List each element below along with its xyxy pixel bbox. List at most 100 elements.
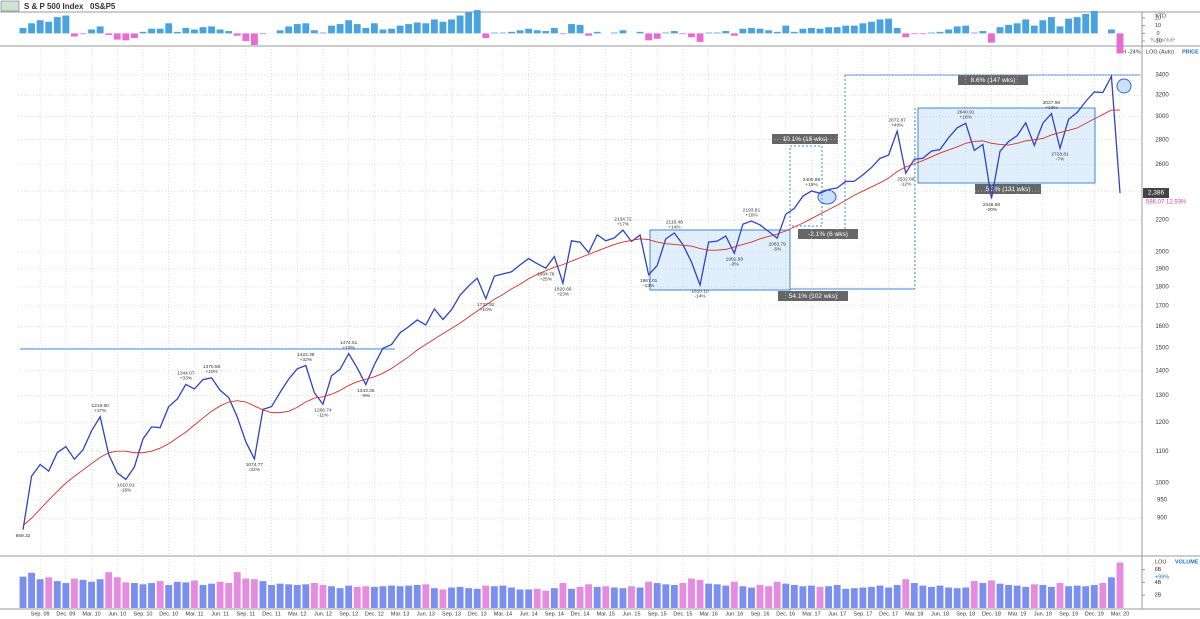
volume-bar bbox=[302, 584, 310, 608]
volume-bar bbox=[850, 588, 858, 608]
x-tick-label: Dec. 16 bbox=[776, 611, 795, 617]
y-tick-label: 1200 bbox=[1155, 420, 1169, 426]
ytd-bar bbox=[345, 20, 353, 34]
x-tick-label: Dec. 10 bbox=[159, 611, 178, 617]
volume-bar bbox=[670, 584, 678, 608]
volume-bar bbox=[113, 577, 121, 608]
ytd-bar bbox=[619, 30, 627, 34]
ytd-bar bbox=[190, 29, 198, 34]
volume-bar bbox=[139, 584, 147, 608]
range-label-bg bbox=[798, 229, 858, 239]
annotation-change: +15% bbox=[805, 182, 818, 188]
annotation-value: 1343.35 bbox=[357, 388, 375, 394]
annotation-change: -9% bbox=[362, 393, 371, 399]
volume-bar bbox=[893, 584, 901, 608]
ytd-bar bbox=[1022, 19, 1030, 34]
volume-bar bbox=[199, 584, 207, 608]
volume-bar bbox=[602, 586, 610, 608]
ytd-bar bbox=[499, 32, 507, 34]
y-tick-label: -10 bbox=[1154, 39, 1162, 45]
ytd-bar bbox=[465, 12, 473, 34]
volume-bar bbox=[345, 585, 353, 608]
annotation-change: +33% bbox=[180, 376, 193, 382]
ytd-bar bbox=[842, 25, 850, 34]
y-tick-label: 900 bbox=[1157, 516, 1168, 522]
y-tick-label: 3400 bbox=[1155, 73, 1169, 79]
ytd-bar bbox=[919, 33, 927, 35]
scale-note: LOG (Auto) bbox=[1146, 49, 1174, 55]
ytd-bar bbox=[568, 24, 575, 34]
ytd-bar bbox=[696, 33, 704, 42]
last-change-label: 586.07 12.93% bbox=[1146, 200, 1187, 206]
x-tick-label: Jun. 19 bbox=[1034, 611, 1052, 617]
x-tick-label: Jun. 13 bbox=[417, 611, 435, 617]
ytd-bar bbox=[1056, 26, 1064, 34]
volume-note: +99% bbox=[1155, 574, 1169, 580]
y-tick-label: 3000 bbox=[1155, 114, 1169, 120]
annotation-change: +16% bbox=[960, 115, 973, 121]
volume-bar bbox=[430, 588, 438, 608]
x-tick-label: Jun. 10 bbox=[108, 611, 126, 617]
y-tick-label: 1500 bbox=[1155, 345, 1169, 351]
y-tick-label: 2000 bbox=[1155, 249, 1169, 255]
annotation-value: 1737.92 bbox=[477, 302, 495, 308]
ytd-bar bbox=[28, 23, 35, 34]
volume-bar bbox=[405, 585, 413, 608]
volume-bar bbox=[799, 586, 807, 608]
volume-bar bbox=[739, 586, 747, 608]
volume-bar bbox=[1116, 562, 1124, 608]
x-tick-label: Sep. 14 bbox=[545, 611, 564, 617]
ytd-bar bbox=[422, 23, 430, 34]
volume-bar bbox=[533, 588, 541, 608]
x-tick-label: Sep. 09 bbox=[31, 611, 50, 617]
volume-bar bbox=[310, 583, 318, 608]
ytd-bar bbox=[816, 28, 824, 34]
volume-bar bbox=[508, 587, 515, 608]
volume-bar bbox=[1099, 583, 1107, 608]
volume-bar bbox=[105, 572, 113, 608]
x-tick-label: Mar. 15 bbox=[597, 611, 615, 617]
ytd-bar bbox=[705, 32, 713, 34]
y-tick-label: 10 bbox=[1155, 23, 1161, 29]
annotation-change: +40% bbox=[891, 122, 904, 128]
annotation-value: 869.32 bbox=[16, 533, 31, 539]
volume-bar bbox=[173, 581, 181, 608]
volume-bar bbox=[876, 585, 884, 608]
last-price-label: 2,386 bbox=[1148, 190, 1165, 197]
y-tick-label: 2600 bbox=[1155, 162, 1169, 168]
ytd-bar bbox=[473, 10, 481, 34]
volume-bar bbox=[962, 587, 970, 608]
volume-bar bbox=[756, 584, 764, 608]
volume-bar bbox=[448, 587, 455, 608]
volume-bar bbox=[439, 589, 447, 608]
volume-bar bbox=[473, 588, 481, 608]
annotation-change: -16% bbox=[120, 488, 132, 494]
annotation-change: -5% bbox=[773, 246, 782, 252]
volume-bar bbox=[276, 583, 284, 608]
volume-bar bbox=[705, 583, 713, 608]
annotation-value: 1867.01 bbox=[640, 278, 658, 284]
volume-bar bbox=[499, 585, 507, 608]
volume-bar bbox=[208, 583, 215, 608]
volume-bar bbox=[88, 581, 95, 608]
ytd-bar bbox=[336, 24, 344, 34]
annotation-change: +13% bbox=[1045, 105, 1058, 111]
ytd-bar bbox=[790, 31, 798, 34]
volume-bar bbox=[422, 584, 430, 608]
header-note: OH -24% bbox=[1118, 49, 1141, 55]
ytd-bar bbox=[122, 33, 130, 41]
ytd-bar bbox=[199, 27, 207, 34]
volume-bar bbox=[388, 585, 395, 608]
volume-bar bbox=[165, 584, 173, 608]
volume-bar bbox=[413, 584, 421, 608]
ytd-bar bbox=[319, 32, 327, 34]
y-tick-label: 1900 bbox=[1155, 267, 1169, 273]
annotation-value: 2872.87 bbox=[889, 117, 907, 123]
ytd-bar bbox=[448, 19, 455, 34]
ytd-bar bbox=[808, 27, 815, 34]
volume-bar bbox=[96, 579, 104, 608]
ytd-bar bbox=[936, 31, 944, 34]
ytd-bar bbox=[533, 30, 541, 34]
ytd-bar bbox=[165, 23, 173, 34]
volume-bar bbox=[396, 586, 404, 608]
